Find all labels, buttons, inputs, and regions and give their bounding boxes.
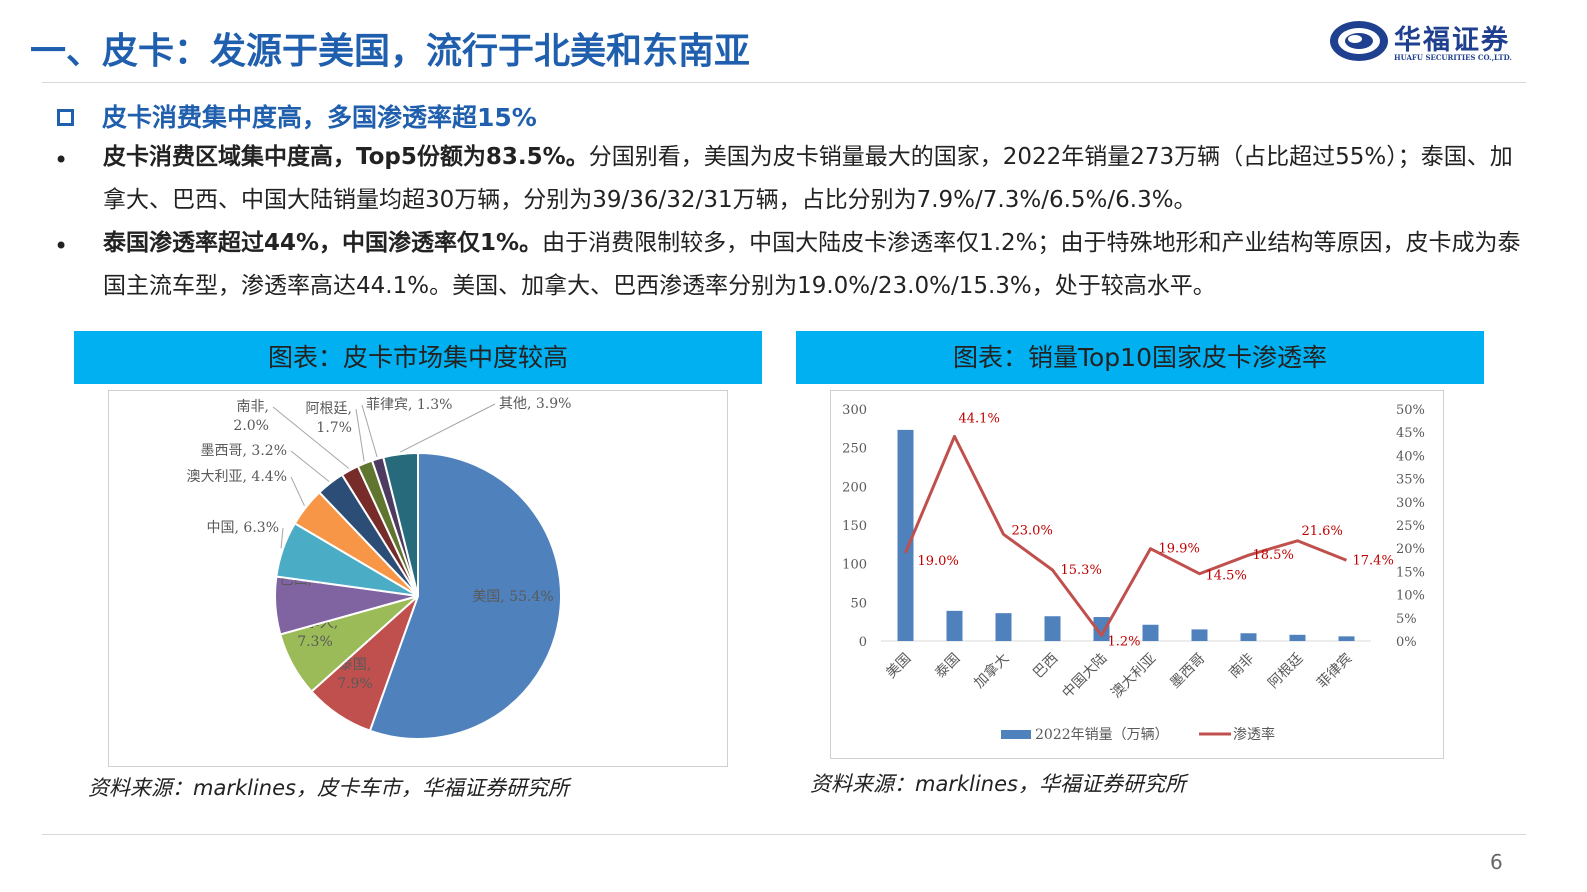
y-left-tick-label: 250 bbox=[842, 442, 867, 457]
legend-bar-swatch bbox=[1001, 730, 1031, 739]
y-left-tick-label: 100 bbox=[842, 558, 867, 573]
pie-data-label: 菲律宾, 1.3% bbox=[366, 397, 452, 413]
bullet-dot-icon: • bbox=[54, 146, 69, 174]
pie-chart-frame: 美国, 55.4%泰国,7.9%加拿大,7.3%巴西, 6.5%中国, 6.3%… bbox=[108, 390, 728, 767]
bar bbox=[1240, 633, 1257, 641]
square-bullet-icon bbox=[57, 109, 74, 126]
bullet-1-body: 分国别看，美国为皮卡销量最大的国家，2022年销量273万辆（占比超过55%）；… bbox=[103, 144, 1513, 213]
pie-data-label: 中国, 6.3% bbox=[207, 520, 279, 536]
company-logo: 华福证券 HUAFU SECURITIES CO.,LTD. bbox=[1328, 14, 1518, 66]
bullet-2-lead: 泰国渗透率超过44%，中国渗透率仅1%。 bbox=[103, 230, 543, 256]
footer-divider bbox=[42, 834, 1526, 835]
pie-data-label: 其他, 3.9% bbox=[499, 396, 571, 412]
pie-leader-line bbox=[280, 527, 284, 549]
logo-name: 华福证券 bbox=[1394, 25, 1510, 56]
line-data-label: 18.5% bbox=[1253, 548, 1294, 563]
pie-slice bbox=[382, 451, 419, 597]
pie-data-label: 美国, 55.4% bbox=[472, 589, 553, 605]
bullet-1-lead: 皮卡消费区域集中度高，Top5份额为83.5%。 bbox=[103, 144, 589, 170]
pie-data-label: 阿根廷, 1.7% bbox=[306, 401, 352, 436]
subtitle-text: 皮卡消费集中度高，多国渗透率超15% bbox=[102, 103, 537, 132]
line-data-label: 19.0% bbox=[918, 554, 959, 569]
pie-data-label: 墨西哥, 3.2% bbox=[201, 443, 287, 459]
left-source-note: 资料来源：marklines，皮卡车市，华福证券研究所 bbox=[88, 776, 569, 800]
x-tick-label: 菲律宾 bbox=[1314, 651, 1355, 692]
line-data-label: 19.9% bbox=[1159, 542, 1200, 557]
y-right-tick-label: 30% bbox=[1396, 496, 1425, 511]
y-right-tick-label: 20% bbox=[1396, 542, 1425, 557]
y-left-tick-label: 200 bbox=[842, 480, 867, 495]
combo-chart: 0 50 100 150 200 250 300 0% 5% 10% 15% 20% 25% 30% 35%… bbox=[842, 403, 1425, 743]
line-data-label: 23.0% bbox=[1012, 523, 1053, 538]
legend-line-label: 渗透率 bbox=[1233, 726, 1275, 743]
header-divider bbox=[42, 82, 1526, 83]
line-data-label: 15.3% bbox=[1061, 563, 1102, 578]
logo-name-en: HUAFU SECURITIES CO.,LTD. bbox=[1394, 53, 1512, 62]
x-tick-label: 中国大陆 bbox=[1059, 651, 1110, 702]
pie-leader-line bbox=[361, 404, 378, 458]
y-right-tick-label: 25% bbox=[1396, 519, 1425, 534]
pie-data-label: 南非, 2.0% bbox=[233, 399, 269, 434]
y-right-tick-label: 35% bbox=[1396, 473, 1425, 488]
pie-leader-line bbox=[355, 408, 365, 462]
right-source-note: 资料来源：marklines，华福证券研究所 bbox=[810, 772, 1186, 796]
y-right-tick-label: 45% bbox=[1396, 426, 1425, 441]
bullet-2-body: 由于消费限制较多，中国大陆皮卡渗透率仅1.2%；由于特殊地形和产业结构等原因，皮… bbox=[103, 230, 1521, 299]
pie-chart: 美国, 55.4%泰国,7.9%加拿大,7.3%巴西, 6.5%中国, 6.3%… bbox=[187, 396, 571, 740]
y-right-tick-label: 40% bbox=[1396, 449, 1425, 464]
x-tick-label: 墨西哥 bbox=[1167, 651, 1208, 692]
x-tick-label: 南非 bbox=[1226, 651, 1257, 682]
pie-leader-line bbox=[290, 450, 330, 482]
x-tick-label: 泰国 bbox=[932, 651, 963, 682]
y-right-tick-label: 15% bbox=[1396, 565, 1425, 580]
bar bbox=[995, 613, 1012, 641]
bullet-paragraph-1: 皮卡消费区域集中度高，Top5份额为83.5%。分国别看，美国为皮卡销量最大的国… bbox=[103, 136, 1523, 222]
y-left-tick-label: 150 bbox=[842, 519, 867, 534]
y-right-tick-label: 50% bbox=[1396, 403, 1425, 418]
line-data-label: 21.6% bbox=[1302, 524, 1343, 539]
y-right-tick-label: 0% bbox=[1396, 635, 1417, 650]
x-tick-label: 阿根廷 bbox=[1265, 651, 1306, 692]
pie-leader-line bbox=[290, 476, 305, 507]
page-number: 6 bbox=[1490, 850, 1503, 874]
y-left-tick-label: 300 bbox=[842, 403, 867, 418]
bullet-dot-icon: • bbox=[54, 232, 69, 260]
bar bbox=[1191, 629, 1208, 641]
y-right-tick-label: 10% bbox=[1396, 589, 1425, 604]
pie-data-label: 澳大利亚, 4.4% bbox=[187, 469, 287, 485]
logo-mark-icon bbox=[1330, 21, 1388, 61]
bullet-paragraph-2: 泰国渗透率超过44%，中国渗透率仅1%。由于消费限制较多，中国大陆皮卡渗透率仅1… bbox=[103, 222, 1523, 308]
pie-leader-line bbox=[272, 406, 350, 469]
bar bbox=[1093, 617, 1110, 641]
x-tick-label: 美国 bbox=[883, 651, 914, 682]
line-data-label: 17.4% bbox=[1353, 553, 1394, 568]
y-left-tick-label: 0 bbox=[859, 635, 867, 650]
bar bbox=[1289, 634, 1306, 641]
legend-bar-label: 2022年销量（万辆） bbox=[1035, 727, 1169, 743]
combo-chart-frame: 0 50 100 150 200 250 300 0% 5% 10% 15% 20% 25% 30% 35%… bbox=[830, 390, 1444, 759]
penetration-line bbox=[904, 434, 1348, 637]
bar bbox=[1044, 616, 1061, 641]
x-tick-label: 加拿大 bbox=[971, 650, 1013, 692]
pie-slice bbox=[368, 451, 562, 740]
y-left-tick-label: 50 bbox=[850, 596, 867, 611]
line-data-label: 1.2% bbox=[1108, 634, 1141, 649]
section-subtitle: 皮卡消费集中度高，多国渗透率超15% bbox=[57, 98, 537, 134]
y-right-tick-label: 5% bbox=[1396, 612, 1417, 627]
bar bbox=[946, 610, 963, 641]
bar bbox=[1142, 624, 1159, 641]
pie-leader-line bbox=[400, 403, 496, 453]
x-tick-label: 澳大利亚 bbox=[1108, 651, 1159, 702]
page-title: 一、皮卡：发源于美国，流行于北美和东南亚 bbox=[30, 31, 751, 72]
right-chart-banner: 图表：销量Top10国家皮卡渗透率 bbox=[796, 331, 1484, 384]
left-chart-banner: 图表：皮卡市场集中度较高 bbox=[74, 331, 762, 384]
line-data-label: 44.1% bbox=[959, 411, 1000, 426]
bar bbox=[897, 429, 914, 641]
x-tick-label: 巴西 bbox=[1030, 651, 1061, 682]
line-data-label: 14.5% bbox=[1206, 569, 1247, 584]
bar bbox=[1338, 636, 1355, 641]
